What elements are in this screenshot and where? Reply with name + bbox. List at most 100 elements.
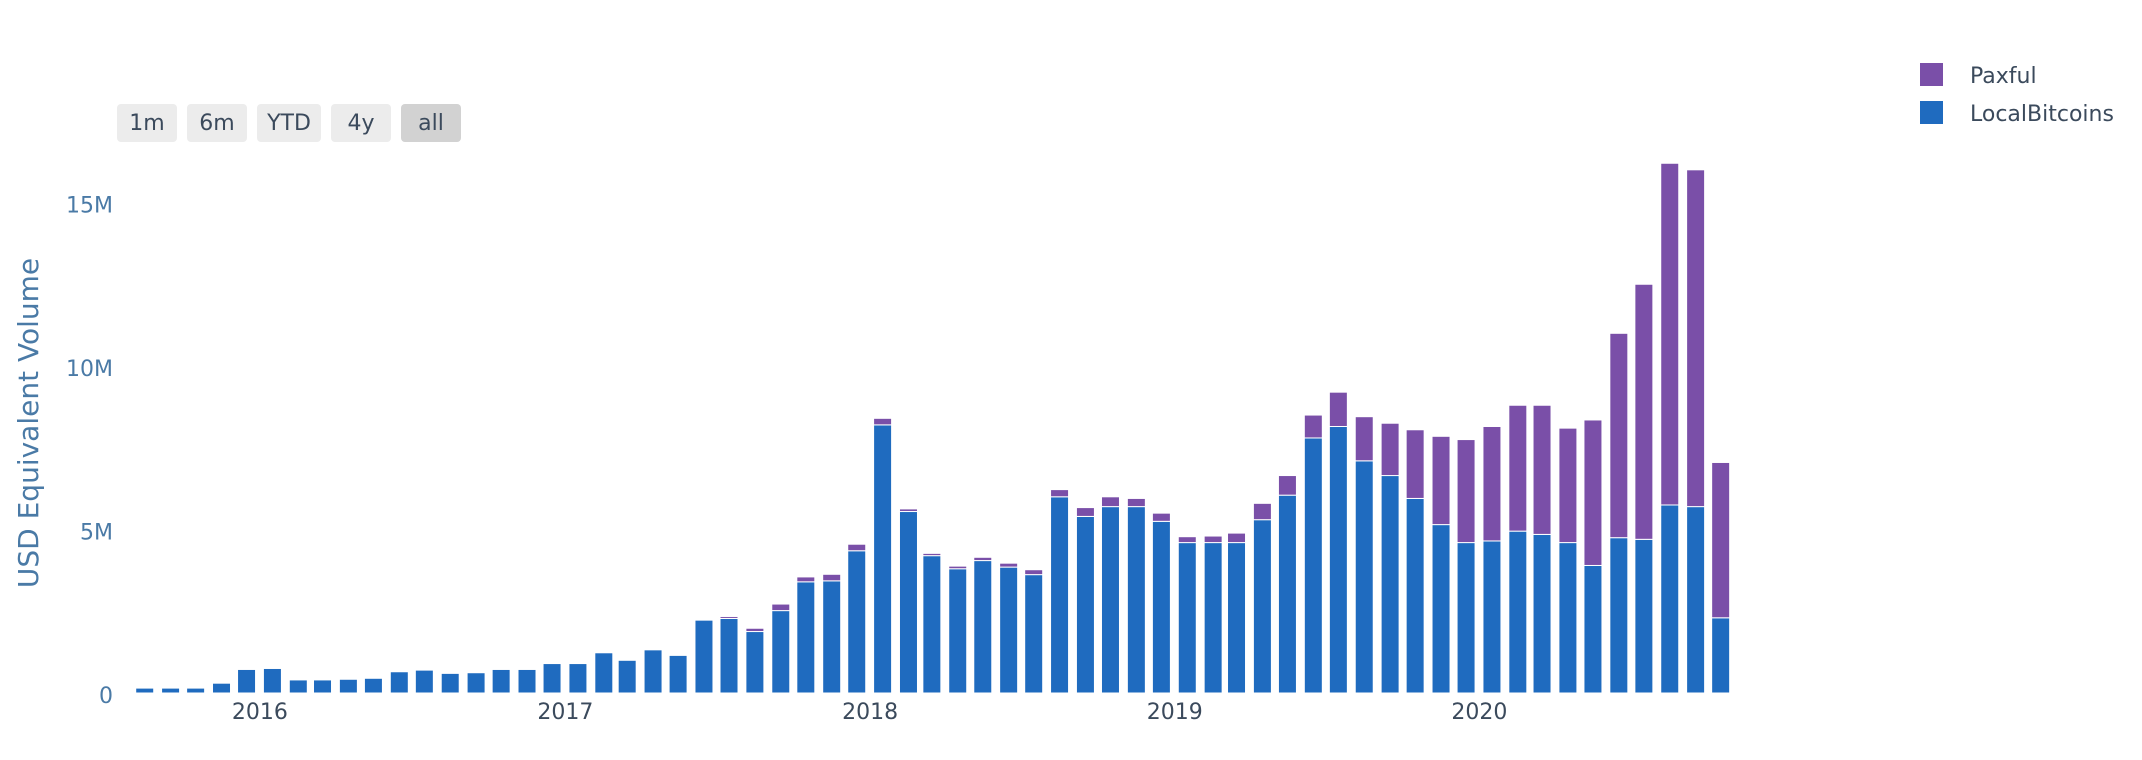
bar-localbitcoins-2017-06[interactable] bbox=[694, 619, 714, 694]
bar-localbitcoins-2016-10[interactable] bbox=[491, 668, 511, 694]
bar-paxful-2020-04[interactable] bbox=[1558, 427, 1578, 544]
bar-localbitcoins-2016-08[interactable] bbox=[440, 672, 460, 694]
bar-localbitcoins-2017-09[interactable] bbox=[771, 610, 791, 694]
bar-localbitcoins-2015-10[interactable] bbox=[186, 687, 206, 694]
bar-paxful-2018-05[interactable] bbox=[973, 556, 993, 562]
bar-localbitcoins-2015-12[interactable] bbox=[237, 668, 257, 694]
bar-paxful-2020-09[interactable] bbox=[1686, 169, 1706, 508]
bar-paxful-2020-06[interactable] bbox=[1609, 332, 1629, 539]
bar-localbitcoins-2019-11[interactable] bbox=[1431, 524, 1451, 694]
bar-paxful-2017-12[interactable] bbox=[847, 543, 867, 552]
range-button-ytd[interactable]: YTD bbox=[257, 104, 321, 142]
bar-paxful-2017-08[interactable] bbox=[745, 627, 765, 633]
bar-paxful-2020-03[interactable] bbox=[1532, 404, 1552, 535]
bar-paxful-2020-01[interactable] bbox=[1482, 426, 1502, 542]
bar-paxful-2019-02[interactable] bbox=[1203, 535, 1223, 544]
range-button-4y[interactable]: 4y bbox=[331, 104, 391, 142]
bar-localbitcoins-2019-09[interactable] bbox=[1380, 475, 1400, 694]
bar-localbitcoins-2016-03[interactable] bbox=[313, 679, 333, 694]
bar-paxful-2020-10[interactable] bbox=[1711, 461, 1731, 619]
bar-paxful-2018-08[interactable] bbox=[1050, 489, 1070, 498]
bar-paxful-2017-07[interactable] bbox=[719, 615, 739, 619]
range-button-all[interactable]: all bbox=[401, 104, 461, 142]
bar-paxful-2019-12[interactable] bbox=[1456, 439, 1476, 544]
bar-paxful-2018-09[interactable] bbox=[1075, 507, 1095, 517]
bar-paxful-2018-02[interactable] bbox=[898, 508, 918, 513]
bar-localbitcoins-2020-02[interactable] bbox=[1508, 530, 1528, 694]
bar-localbitcoins-2015-11[interactable] bbox=[212, 682, 232, 694]
bar-localbitcoins-2016-09[interactable] bbox=[466, 672, 486, 694]
bar-localbitcoins-2019-05[interactable] bbox=[1277, 494, 1297, 694]
bar-localbitcoins-2016-12[interactable] bbox=[542, 663, 562, 694]
bar-paxful-2018-10[interactable] bbox=[1100, 496, 1120, 508]
bar-localbitcoins-2019-12[interactable] bbox=[1456, 542, 1476, 694]
bar-localbitcoins-2017-04[interactable] bbox=[643, 649, 663, 694]
bar-localbitcoins-2018-07[interactable] bbox=[1024, 574, 1044, 694]
bar-paxful-2019-01[interactable] bbox=[1177, 536, 1197, 544]
bar-localbitcoins-2018-02[interactable] bbox=[898, 511, 918, 694]
bar-paxful-2019-08[interactable] bbox=[1354, 416, 1374, 462]
bar-paxful-2019-07[interactable] bbox=[1328, 391, 1348, 428]
bar-localbitcoins-2016-05[interactable] bbox=[363, 677, 383, 694]
bar-localbitcoins-2018-04[interactable] bbox=[948, 568, 968, 694]
bar-localbitcoins-2017-03[interactable] bbox=[617, 659, 637, 694]
bar-localbitcoins-2017-10[interactable] bbox=[796, 581, 816, 694]
bar-paxful-2019-06[interactable] bbox=[1303, 414, 1323, 439]
bar-localbitcoins-2018-11[interactable] bbox=[1126, 506, 1146, 694]
bar-paxful-2017-06[interactable] bbox=[694, 618, 714, 621]
bar-localbitcoins-2017-12[interactable] bbox=[847, 550, 867, 694]
bar-localbitcoins-2016-01[interactable] bbox=[262, 667, 282, 694]
bar-localbitcoins-2019-10[interactable] bbox=[1405, 497, 1425, 694]
bar-localbitcoins-2018-03[interactable] bbox=[922, 555, 942, 694]
bar-paxful-2020-08[interactable] bbox=[1660, 162, 1680, 506]
bar-localbitcoins-2020-06[interactable] bbox=[1609, 537, 1629, 694]
bar-localbitcoins-2016-11[interactable] bbox=[517, 668, 537, 694]
legend-item-localbitcoins[interactable]: LocalBitcoins bbox=[1920, 101, 2114, 127]
bar-localbitcoins-2020-04[interactable] bbox=[1558, 542, 1578, 694]
bar-paxful-2017-11[interactable] bbox=[822, 573, 842, 582]
bar-localbitcoins-2019-08[interactable] bbox=[1354, 460, 1374, 694]
bar-localbitcoins-2017-07[interactable] bbox=[719, 617, 739, 694]
bar-localbitcoins-2019-03[interactable] bbox=[1227, 542, 1247, 694]
bar-localbitcoins-2019-06[interactable] bbox=[1303, 437, 1323, 694]
bar-localbitcoins-2017-08[interactable] bbox=[745, 631, 765, 694]
bar-localbitcoins-2019-02[interactable] bbox=[1203, 542, 1223, 694]
bar-paxful-2020-07[interactable] bbox=[1634, 283, 1654, 540]
bar-localbitcoins-2020-01[interactable] bbox=[1482, 540, 1502, 694]
bar-localbitcoins-2019-01[interactable] bbox=[1177, 542, 1197, 694]
bar-localbitcoins-2018-06[interactable] bbox=[999, 566, 1019, 694]
bar-paxful-2018-11[interactable] bbox=[1126, 497, 1146, 508]
legend-item-paxful[interactable]: Paxful bbox=[1920, 63, 2037, 89]
bar-localbitcoins-2017-01[interactable] bbox=[568, 663, 588, 694]
bar-localbitcoins-2019-07[interactable] bbox=[1328, 426, 1348, 694]
bar-localbitcoins-2015-09[interactable] bbox=[161, 687, 181, 694]
bar-localbitcoins-2020-05[interactable] bbox=[1583, 564, 1603, 694]
bar-localbitcoins-2018-05[interactable] bbox=[973, 560, 993, 694]
bar-paxful-2018-12[interactable] bbox=[1151, 512, 1171, 522]
bar-localbitcoins-2018-09[interactable] bbox=[1075, 515, 1095, 694]
bar-localbitcoins-2016-07[interactable] bbox=[414, 669, 434, 694]
bar-localbitcoins-2016-02[interactable] bbox=[288, 679, 308, 694]
range-button-6m[interactable]: 6m bbox=[187, 104, 247, 142]
range-button-1m[interactable]: 1m bbox=[117, 104, 177, 142]
bar-paxful-2019-09[interactable] bbox=[1380, 422, 1400, 477]
bar-paxful-2018-07[interactable] bbox=[1024, 569, 1044, 576]
bar-paxful-2019-03[interactable] bbox=[1227, 532, 1247, 544]
bar-paxful-2019-04[interactable] bbox=[1252, 502, 1272, 521]
bar-localbitcoins-2016-04[interactable] bbox=[338, 678, 358, 694]
bar-paxful-2017-10[interactable] bbox=[796, 576, 816, 583]
bar-localbitcoins-2018-08[interactable] bbox=[1050, 496, 1070, 694]
bar-paxful-2018-03[interactable] bbox=[922, 552, 942, 557]
bar-localbitcoins-2015-08[interactable] bbox=[135, 687, 155, 694]
bar-localbitcoins-2020-07[interactable] bbox=[1634, 538, 1654, 694]
bar-localbitcoins-2017-11[interactable] bbox=[822, 580, 842, 694]
bar-localbitcoins-2020-09[interactable] bbox=[1686, 506, 1706, 694]
bar-paxful-2019-05[interactable] bbox=[1277, 475, 1297, 496]
bar-paxful-2018-01[interactable] bbox=[873, 417, 893, 426]
bar-localbitcoins-2016-06[interactable] bbox=[389, 671, 409, 694]
bar-localbitcoins-2020-03[interactable] bbox=[1532, 533, 1552, 694]
bar-localbitcoins-2018-01[interactable] bbox=[873, 424, 893, 694]
bar-localbitcoins-2017-05[interactable] bbox=[668, 654, 688, 694]
bar-paxful-2018-04[interactable] bbox=[948, 565, 968, 570]
bar-paxful-2020-05[interactable] bbox=[1583, 419, 1603, 566]
